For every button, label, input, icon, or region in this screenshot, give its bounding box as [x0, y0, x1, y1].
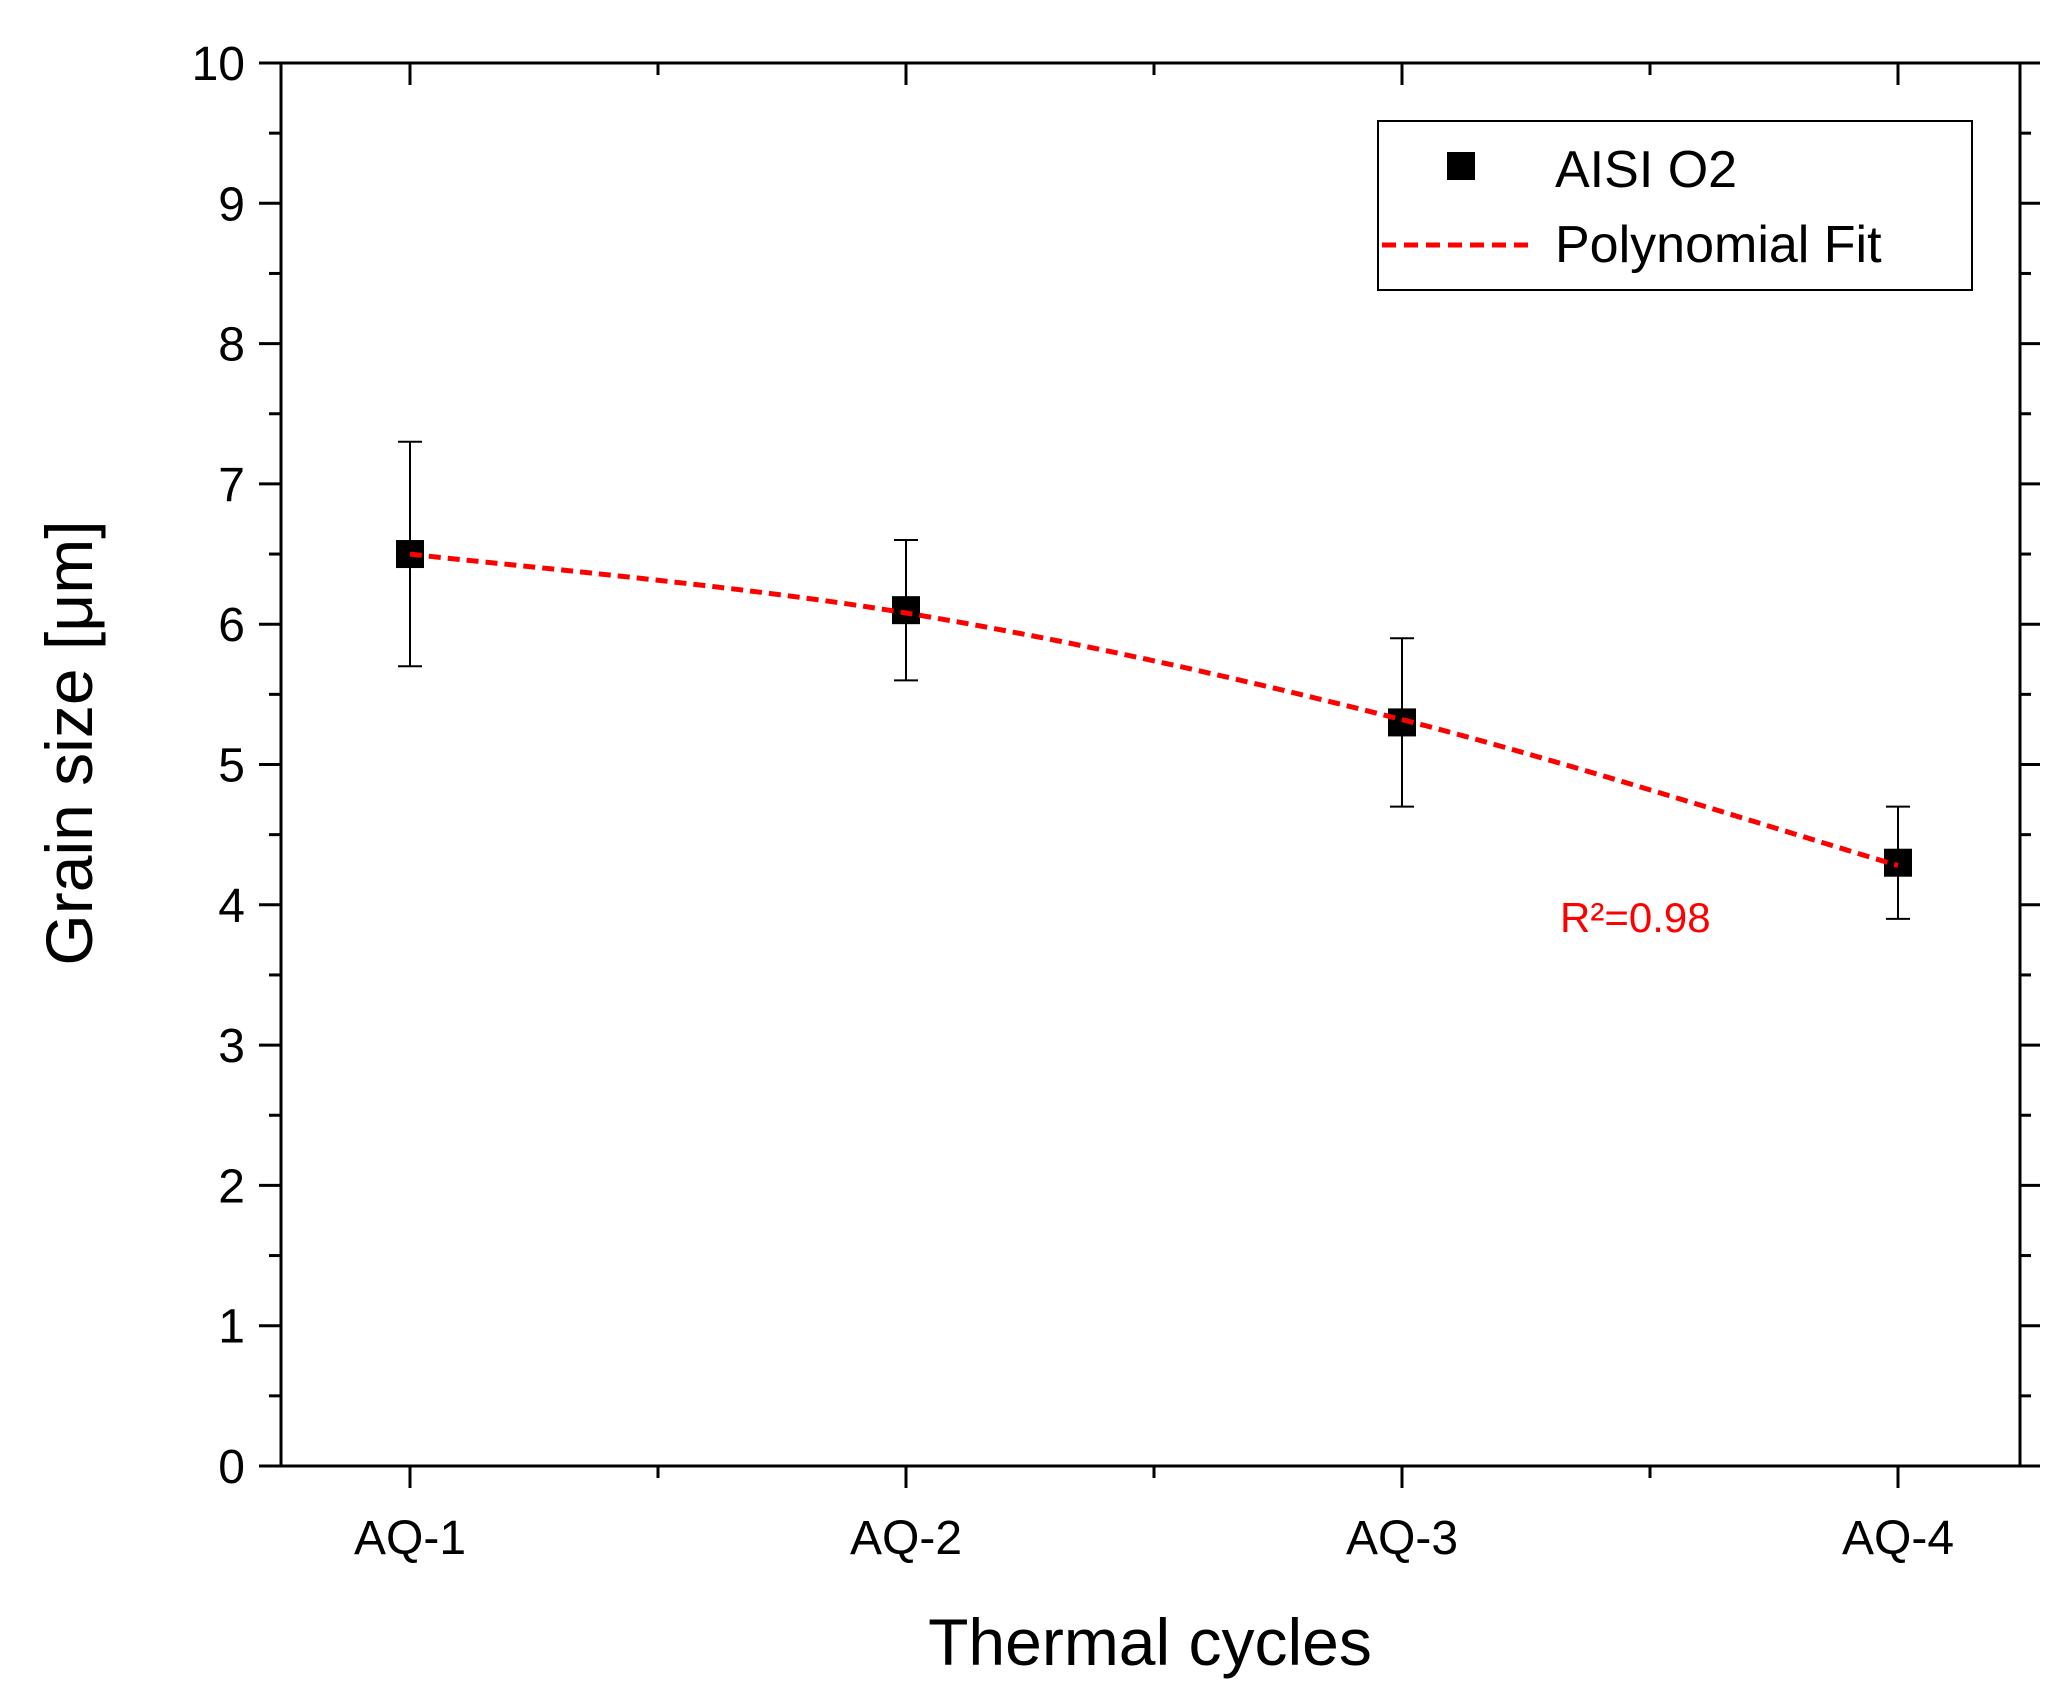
y-tick-label: 0: [218, 1441, 245, 1494]
y-axis-title: Grain size [μm]: [32, 520, 106, 965]
y-tick-label: 2: [218, 1160, 245, 1213]
y-tick-label: 9: [218, 178, 245, 231]
y-tick-label: 3: [218, 1020, 245, 1073]
data-layer: [396, 440, 1912, 920]
y-tick-label: 8: [218, 319, 245, 372]
x-tick-label: AQ-4: [1842, 1512, 1954, 1565]
y-tick-label: 6: [218, 599, 245, 652]
y-tick-label: 10: [192, 38, 245, 91]
data-point-square: [892, 596, 920, 625]
x-tick-label: AQ-1: [354, 1512, 466, 1565]
x-tick-label: AQ-2: [850, 1512, 962, 1565]
legend-label-aisi-o2: AISI O2: [1555, 141, 1737, 199]
legend-marker-aisi-o2: [1447, 152, 1475, 180]
data-point-square: [1884, 848, 1912, 877]
y-tick-label: 7: [218, 459, 245, 512]
legend-label-polynomial-fit: Polynomial Fit: [1555, 216, 1882, 274]
polynomial-fit-line: [409, 551, 1899, 868]
y-tick-label: 1: [218, 1301, 245, 1354]
x-axis-title: Thermal cycles: [928, 1605, 1372, 1679]
axes-layer: 0 1 2 3 4 5 6 7 8 9 10 AQ-1 AQ-2 AQ-3 AQ-4: [192, 38, 2040, 1565]
legend-box: [1377, 120, 1973, 291]
y-tick-label: 4: [218, 880, 245, 933]
legend: AISI O2 Polynomial Fit: [1377, 120, 1973, 291]
y-tick-label: 5: [218, 740, 245, 793]
fit-annotation: R²=0.98: [1560, 894, 1711, 941]
x-tick-label: AQ-3: [1346, 1512, 1458, 1565]
